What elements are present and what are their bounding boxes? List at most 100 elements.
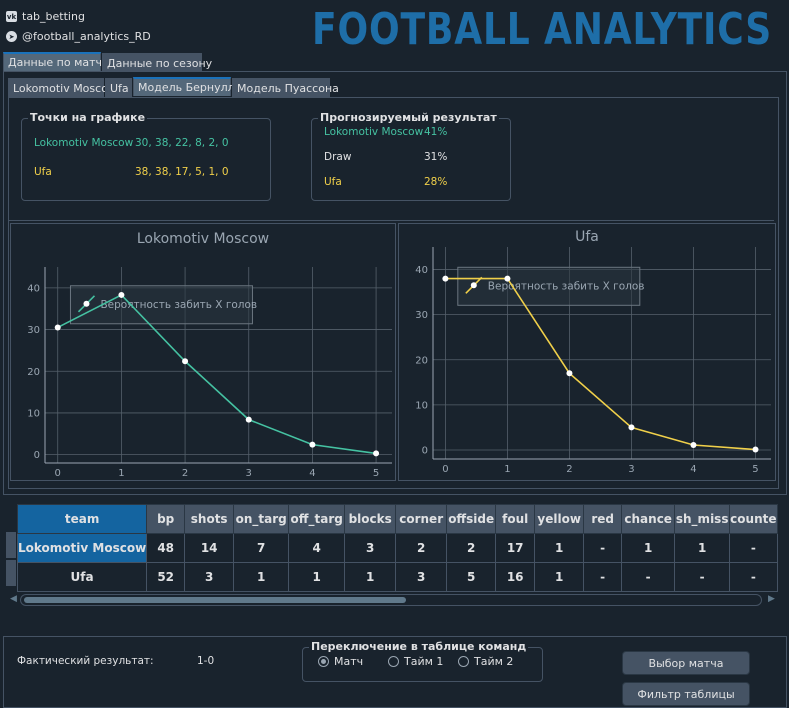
data-point	[245, 416, 252, 423]
tab-poisson-model[interactable]: Модель Пуассона	[232, 78, 339, 97]
cell-off-targ[interactable]: 4	[288, 533, 346, 563]
team-switch-title: Переключение в таблице команд	[309, 640, 529, 653]
data-point	[373, 450, 380, 457]
chart-frame	[10, 223, 396, 481]
col-corner[interactable]: corner	[395, 504, 448, 534]
radio-half-2-indicator[interactable]	[458, 656, 469, 667]
tab-ufa[interactable]: Ufa	[105, 78, 132, 97]
x-tick-label: 1	[504, 464, 510, 475]
stats-table: team bp shots on_targ off_targ blocks co…	[16, 504, 778, 592]
col-sh-miss[interactable]: sh_miss	[674, 504, 731, 534]
col-offside[interactable]: offside	[446, 504, 497, 534]
cell-bp[interactable]: 52	[146, 562, 186, 592]
data-point	[118, 291, 125, 298]
cell-offside[interactable]: 5	[446, 562, 497, 592]
cell-team[interactable]: Lokomotiv Moscow	[16, 533, 148, 563]
col-red[interactable]: red	[583, 504, 623, 534]
cell-red[interactable]: -	[583, 533, 623, 563]
forecast-draw-value: 31%	[424, 151, 448, 163]
cell-blocks[interactable]: 3	[344, 533, 397, 563]
scrollbar-thumb[interactable]	[24, 597, 406, 603]
points-title: Точки на графике	[28, 111, 148, 124]
telegram-handle: @football_analytics_RD	[22, 30, 151, 43]
col-yellow[interactable]: yellow	[534, 504, 585, 534]
legend-marker	[470, 282, 477, 289]
cell-sh-miss[interactable]: 1	[674, 533, 731, 563]
data-point	[309, 441, 316, 448]
legend-marker	[83, 300, 90, 307]
cell-corner[interactable]: 3	[395, 562, 448, 592]
telegram-link: ➤ @football_analytics_RD	[6, 30, 151, 43]
actual-result-value: 1-0	[197, 655, 215, 667]
cell-foul[interactable]: 16	[495, 562, 536, 592]
row-header-2[interactable]	[6, 560, 16, 586]
col-team[interactable]: team	[16, 504, 148, 534]
x-tick-label: 2	[566, 464, 572, 475]
cell-offside[interactable]: 2	[446, 533, 497, 563]
y-tick-label: 20	[415, 355, 428, 366]
radio-half-1[interactable]: Тайм 1	[388, 655, 443, 668]
cell-foul[interactable]: 17	[495, 533, 536, 563]
cell-counte[interactable]: -	[729, 533, 778, 563]
scroll-left-arrow[interactable]: ◀	[10, 594, 17, 604]
cell-yellow[interactable]: 1	[534, 562, 585, 592]
vk-icon: vk	[6, 11, 17, 22]
cell-on-targ[interactable]: 1	[233, 562, 290, 592]
cell-yellow[interactable]: 1	[534, 533, 585, 563]
tab-match-data[interactable]: Данные по матчу	[3, 52, 109, 71]
radio-half-1-indicator[interactable]	[388, 656, 399, 667]
chart-home: Lokomotiv Moscow 0 1 2 3 4 5 0 10 20 30 40 Вероятнос…	[10, 223, 396, 481]
col-chance[interactable]: chance	[621, 504, 676, 534]
cell-team[interactable]: Ufa	[16, 562, 148, 592]
row-header-1[interactable]	[6, 532, 16, 558]
tab-bernoulli-model[interactable]: Модель Бернулли	[133, 77, 242, 96]
cell-off-targ[interactable]: 1	[288, 562, 346, 592]
col-off-targ[interactable]: off_targ	[288, 504, 346, 534]
forecast-home-value: 41%	[424, 126, 448, 138]
radio-match-indicator[interactable]	[318, 656, 329, 667]
cell-chance[interactable]: -	[621, 562, 676, 592]
col-foul[interactable]: foul	[495, 504, 536, 534]
select-match-button[interactable]: Выбор матча	[622, 651, 750, 675]
actual-result-label: Фактический результат:	[17, 655, 154, 667]
x-tick-label: 0	[55, 468, 61, 479]
radio-match-label: Матч	[334, 655, 364, 668]
horizontal-scrollbar[interactable]	[20, 594, 762, 606]
scroll-right-arrow[interactable]: ▶	[768, 594, 775, 604]
cell-bp[interactable]: 48	[146, 533, 186, 563]
vk-handle: tab_betting	[22, 10, 85, 23]
chart-title: Ufa	[575, 229, 599, 245]
cell-red[interactable]: -	[583, 562, 623, 592]
table-row: Lokomotiv Moscow 48 14 7 4 3 2 2 17 1 - …	[16, 533, 778, 563]
cell-on-targ[interactable]: 7	[233, 533, 290, 563]
tab-lokomotiv[interactable]: Lokomotiv Moscow	[8, 78, 117, 97]
x-tick-label: 2	[182, 468, 188, 479]
forecast-title: Прогнозируемый результат	[318, 111, 499, 124]
col-shots[interactable]: shots	[184, 504, 235, 534]
x-tick-label: 4	[309, 468, 315, 479]
forecast-home-label: Lokomotiv Moscow	[324, 126, 424, 138]
col-counte[interactable]: counte	[729, 504, 778, 534]
data-point	[504, 275, 511, 282]
cell-shots[interactable]: 3	[184, 562, 235, 592]
col-blocks[interactable]: blocks	[344, 504, 397, 534]
x-tick-label: 5	[752, 464, 758, 475]
forecast-draw-label: Draw	[324, 151, 352, 163]
radio-half-2[interactable]: Тайм 2	[458, 655, 513, 668]
cell-corner[interactable]: 2	[395, 533, 448, 563]
forecast-away-label: Ufa	[324, 176, 342, 188]
data-point	[690, 442, 697, 449]
y-tick-label: 10	[415, 400, 428, 411]
cell-counte[interactable]: -	[729, 562, 778, 592]
cell-blocks[interactable]: 1	[344, 562, 397, 592]
cell-shots[interactable]: 14	[184, 533, 235, 563]
cell-sh-miss[interactable]: -	[674, 562, 731, 592]
col-on-targ[interactable]: on_targ	[233, 504, 290, 534]
col-bp[interactable]: bp	[146, 504, 186, 534]
radio-match[interactable]: Матч	[318, 655, 363, 668]
cell-chance[interactable]: 1	[621, 533, 676, 563]
legend-box	[457, 266, 641, 306]
x-tick-label: 4	[690, 464, 696, 475]
tab-season-data[interactable]: Данные по сезону	[102, 53, 212, 72]
filter-table-button[interactable]: Фильтр таблицы	[622, 682, 750, 706]
